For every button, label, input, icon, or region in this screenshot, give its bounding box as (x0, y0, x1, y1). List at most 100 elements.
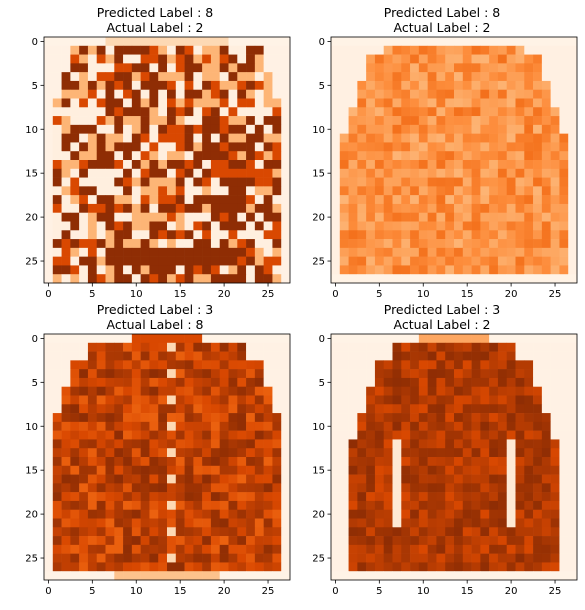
panel-1-pixel (272, 186, 282, 196)
panel-4-pixel (559, 536, 569, 546)
panel-3-pixel (61, 483, 71, 493)
panel-1-pixel (219, 177, 229, 187)
panel-2-pixel (568, 98, 578, 108)
panel-2-pixel (445, 212, 455, 222)
panel-1-pixel (281, 45, 291, 55)
panel-1-pixel (114, 80, 124, 91)
panel-3-pixel (105, 492, 115, 502)
panel-3-pixel (140, 360, 150, 370)
panel-2-pixel (550, 37, 560, 47)
panel-1-xtick-label: 5 (89, 289, 95, 300)
panel-4-pixel (533, 562, 543, 572)
panel-4-pixel (357, 544, 367, 554)
panel-4-pixel (524, 395, 534, 405)
panel-1-pixel (263, 98, 273, 108)
panel-4-pixel (462, 492, 472, 502)
panel-4-pixel (418, 395, 428, 405)
panel-4-pixel (392, 430, 402, 440)
panel-2-pixel (383, 212, 393, 222)
panel-3-pixel (87, 492, 98, 502)
panel-4-pixel (401, 483, 411, 493)
panel-2-pixel (418, 203, 428, 214)
panel-3-pixel (202, 448, 212, 458)
panel-1-pixel (237, 256, 247, 266)
panel-2-pixel (541, 107, 551, 117)
panel-1-pixel (246, 107, 256, 117)
panel-3-pixel (184, 544, 194, 554)
panel-2-pixel (471, 230, 481, 240)
panel-3-pixel (61, 351, 71, 361)
panel-1-pixel (79, 151, 89, 161)
panel-4-pixel (339, 386, 349, 396)
panel-1-ytick-label: 25 (25, 257, 38, 268)
panel-3-pixel (175, 334, 185, 344)
panel-2-pixel (480, 256, 490, 266)
panel-3-pixel (123, 421, 133, 431)
panel-3-pixel (114, 500, 124, 511)
panel-1-pixel (254, 133, 264, 143)
panel-3-pixel (193, 448, 203, 458)
panel-4-pixel (331, 377, 341, 388)
panel-4-pixel (374, 571, 385, 581)
panel-2-pixel (418, 274, 428, 284)
panel-3-pixel (193, 404, 203, 414)
panel-4-pixel (471, 448, 481, 458)
panel-3-pixel (167, 404, 177, 414)
panel-3-pixel (237, 483, 247, 493)
panel-2-pixel (374, 133, 385, 143)
panel-2-pixel (568, 142, 578, 152)
panel-3-pixel (184, 518, 194, 528)
panel-4-pixel (418, 474, 428, 484)
panel-3-pixel (210, 430, 221, 440)
panel-2-pixel (348, 221, 358, 231)
panel-4-pixel (559, 500, 569, 511)
panel-1-pixel (61, 98, 71, 108)
panel-2-pixel (339, 142, 349, 152)
panel-1-pixel (272, 247, 282, 257)
panel-3-pixel (87, 500, 98, 511)
panel-3-pixel (167, 571, 177, 581)
panel-1-pixel (44, 89, 54, 99)
panel-4-pixel (454, 474, 464, 484)
panel-2-pixel (445, 72, 455, 82)
panel-2-pixel (418, 247, 428, 257)
panel-2-pixel (339, 37, 349, 47)
panel-2-pixel (339, 54, 349, 64)
panel-1-pixel (263, 221, 273, 231)
panel-4-pixel (489, 351, 499, 361)
panel-3-pixel (272, 413, 282, 423)
panel-1-pixel (105, 256, 115, 266)
panel-1-pixel (96, 168, 106, 178)
panel-4-pixel (559, 483, 569, 493)
panel-1-pixel (158, 203, 168, 214)
panel-1-pixel (272, 230, 282, 240)
panel-2-pixel (462, 274, 472, 284)
panel-3-pixel (202, 342, 212, 352)
panel-2-pixel (331, 239, 341, 249)
panel-3-pixel (202, 395, 212, 405)
panel-3-pixel (149, 404, 159, 414)
panel-4-pixel (348, 377, 358, 388)
panel-3-pixel (114, 377, 124, 388)
panel-1-pixel (202, 160, 212, 170)
panel-3-pixel (123, 342, 133, 352)
panel-2-pixel (454, 203, 464, 214)
panel-3-pixel (79, 448, 89, 458)
panel-3-pixel (114, 334, 124, 344)
panel-2-pixel (331, 256, 341, 266)
panel-4-pixel (454, 562, 464, 572)
panel-4-pixel (410, 518, 420, 528)
panel-3-pixel (219, 518, 229, 528)
panel-2-pixel (471, 98, 481, 108)
panel-4-pixel (410, 536, 420, 546)
panel-2-pixel (506, 80, 516, 91)
panel-3-pixel (61, 571, 71, 581)
panel-1-pixel (281, 177, 291, 187)
panel-2-pixel (489, 230, 499, 240)
panel-2-pixel (427, 133, 437, 143)
panel-4-pixel (339, 369, 349, 379)
panel-2-pixel (541, 98, 551, 108)
panel-2-pixel (550, 195, 560, 205)
panel-3-pixel (167, 553, 177, 563)
panel-2-pixel (392, 177, 402, 187)
